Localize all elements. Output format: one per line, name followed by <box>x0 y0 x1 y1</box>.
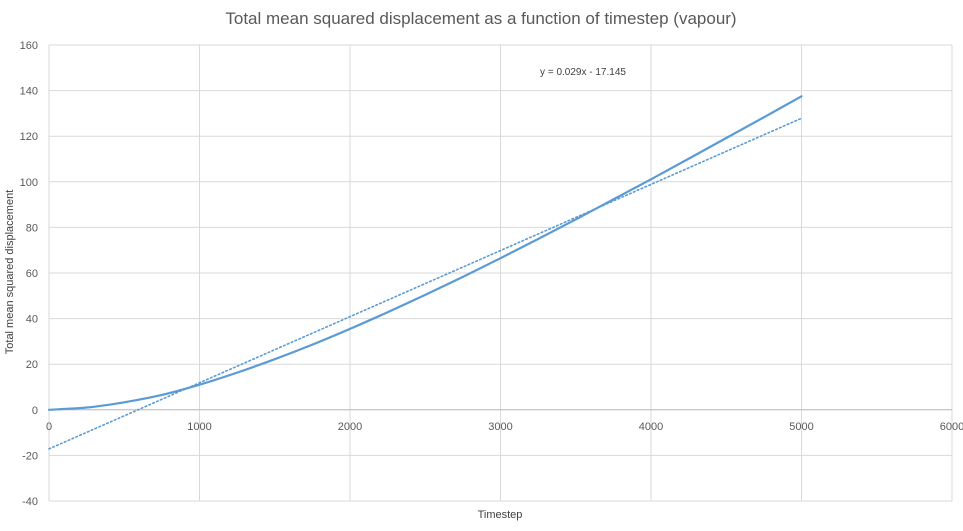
trendline-line <box>48 117 803 450</box>
x-tick-label: 0 <box>46 421 52 433</box>
y-tick-label: -40 <box>22 496 38 508</box>
y-tick-label: 140 <box>20 86 38 98</box>
y-tick-label: 160 <box>20 40 38 52</box>
y-tick-label: -20 <box>22 450 38 462</box>
trendline-equation: y = 0.029x - 17.145 <box>540 67 626 78</box>
series-layer <box>47 95 803 411</box>
gridlines <box>48 44 953 502</box>
x-tick-label: 4000 <box>639 421 663 433</box>
x-tick-label: 5000 <box>789 421 813 433</box>
chart-title: Total mean squared displacement as a fun… <box>225 9 736 28</box>
series-line <box>47 95 803 411</box>
x-tick-label: 2000 <box>338 421 362 433</box>
tick-labels: -40 -20 0 20 40 60 80 100 120 140 160 0 1000 2000 3000… <box>20 40 963 508</box>
y-tick-label: 100 <box>20 177 38 189</box>
y-tick-label: 20 <box>26 359 38 371</box>
y-tick-label: 120 <box>20 131 38 143</box>
x-tick-label: 1000 <box>187 421 211 433</box>
x-tick-label: 3000 <box>488 421 512 433</box>
x-tick-label: 6000 <box>940 421 963 433</box>
y-tick-label: 60 <box>26 268 38 280</box>
x-axis-title: Timestep <box>478 509 523 521</box>
y-tick-label: 0 <box>32 405 38 417</box>
trendline <box>48 117 803 450</box>
y-axis-title: Total mean squared displacement <box>4 190 16 354</box>
y-tick-label: 80 <box>26 222 38 234</box>
y-tick-label: 40 <box>26 314 38 326</box>
